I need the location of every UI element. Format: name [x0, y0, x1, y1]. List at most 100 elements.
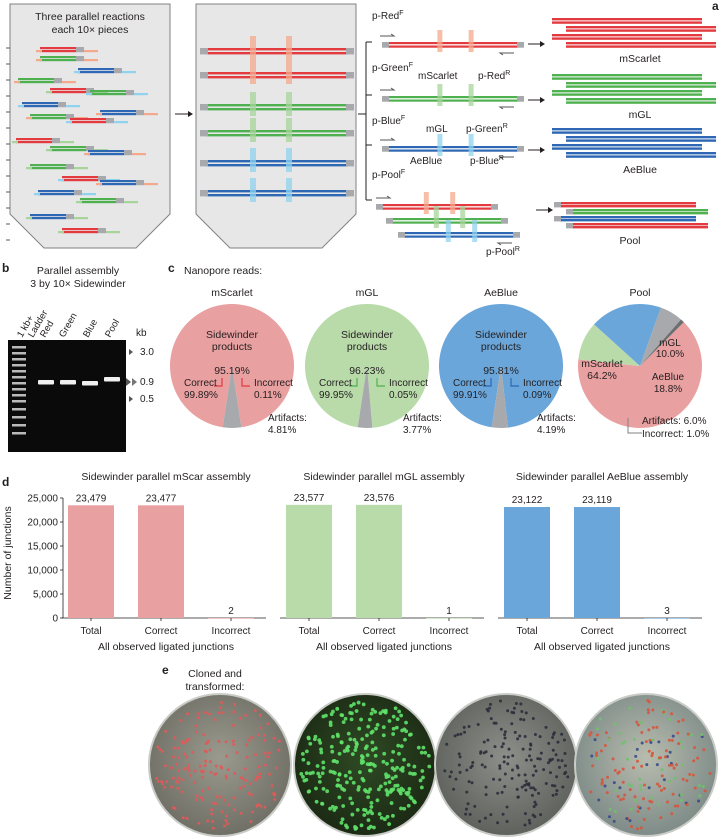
colony: [381, 725, 386, 730]
colony: [642, 783, 646, 787]
colony: [328, 769, 333, 774]
dna-piece: [70, 121, 106, 124]
colony: [263, 763, 267, 767]
colony: [589, 731, 593, 735]
colony: [419, 785, 424, 790]
panel-d: d Number of junctions 0 5,000 10,000 15,000…: [2, 471, 702, 653]
colony: [317, 779, 322, 784]
colony: [623, 740, 627, 744]
assembled-strand: [250, 148, 256, 172]
colony: [200, 775, 204, 779]
colony: [391, 714, 396, 719]
colony: [329, 712, 334, 717]
colony: [604, 731, 608, 735]
pie-correct-pct: 99.89%: [184, 390, 218, 401]
dna-piece: [38, 190, 74, 193]
ladder-band: [12, 364, 26, 367]
panel-c: c Nanopore reads: mScarletSidewinderprod…: [168, 261, 709, 440]
colony: [354, 709, 359, 713]
colony: [207, 712, 211, 716]
colony: [232, 796, 236, 800]
colony: [349, 704, 353, 708]
pcr-strand: [388, 146, 518, 149]
ladder-band: [12, 382, 26, 385]
colony: [527, 783, 531, 787]
colony: [257, 765, 261, 769]
product-strand: [552, 131, 702, 134]
colony: [213, 772, 217, 776]
pie-correct-pct: 99.91%: [453, 390, 487, 401]
colony: [358, 770, 362, 775]
colony: [210, 808, 214, 812]
colony: [505, 805, 509, 809]
colony: [232, 742, 236, 746]
colony: [207, 786, 211, 790]
colony: [562, 738, 566, 742]
colony: [300, 752, 305, 756]
colony: [156, 780, 160, 784]
dna-piece: [116, 198, 124, 204]
colony: [548, 771, 552, 775]
dna-piece: [26, 167, 32, 170]
bar-value-label: 2: [228, 606, 234, 617]
colony: [382, 751, 387, 756]
colony: [277, 739, 281, 743]
pcr-strand: [388, 99, 518, 102]
dna-piece: [84, 153, 90, 156]
pie-center-line1: Sidewinder: [475, 329, 527, 341]
colony: [365, 733, 369, 738]
colony: [180, 740, 184, 744]
panel-label-d: d: [2, 475, 9, 489]
colony: [239, 776, 243, 780]
colony: [176, 786, 180, 790]
colony: [217, 739, 221, 743]
colony: [325, 789, 330, 794]
colony: [337, 772, 342, 777]
colony: [383, 781, 388, 786]
bar-value-label: 23,122: [512, 495, 543, 506]
colony: [498, 764, 502, 768]
ladder-band: [12, 416, 26, 419]
colony: [412, 764, 417, 769]
colony: [377, 812, 382, 816]
colony: [349, 717, 354, 722]
colony: [359, 717, 364, 722]
colony: [528, 754, 532, 758]
colony: [400, 765, 405, 770]
colony: [195, 798, 199, 802]
product-strand: [566, 85, 716, 88]
colony: [456, 733, 460, 737]
colony: [340, 817, 345, 822]
pcr-strand: [423, 192, 429, 214]
colony: [224, 774, 228, 778]
colony: [320, 771, 325, 776]
colony: [368, 787, 373, 792]
colony: [555, 775, 559, 779]
dna-piece: [40, 56, 76, 59]
colony: [538, 735, 542, 739]
final-products: [552, 18, 716, 229]
colony: [402, 806, 407, 811]
colony: [681, 718, 685, 722]
dna-piece: [46, 149, 52, 152]
dna-piece: [66, 114, 74, 120]
colony: [421, 775, 425, 780]
colony: [371, 762, 375, 767]
pcr-strand: [382, 96, 389, 102]
dna-piece: [46, 91, 52, 94]
colony: [203, 764, 207, 768]
colony: [517, 773, 521, 777]
colony: [198, 764, 202, 768]
colony: [238, 716, 242, 720]
colony: [263, 805, 267, 809]
colony: [467, 724, 471, 728]
colony: [519, 717, 523, 721]
pool-pie-slice: [578, 322, 702, 428]
colony: [201, 798, 205, 802]
colony: [202, 733, 206, 737]
colony: [685, 803, 689, 807]
colony: [214, 764, 218, 768]
colony: [196, 712, 200, 716]
pie-title: Pool: [629, 287, 650, 299]
x-axis-label: All observed ligated junctions: [98, 641, 234, 653]
